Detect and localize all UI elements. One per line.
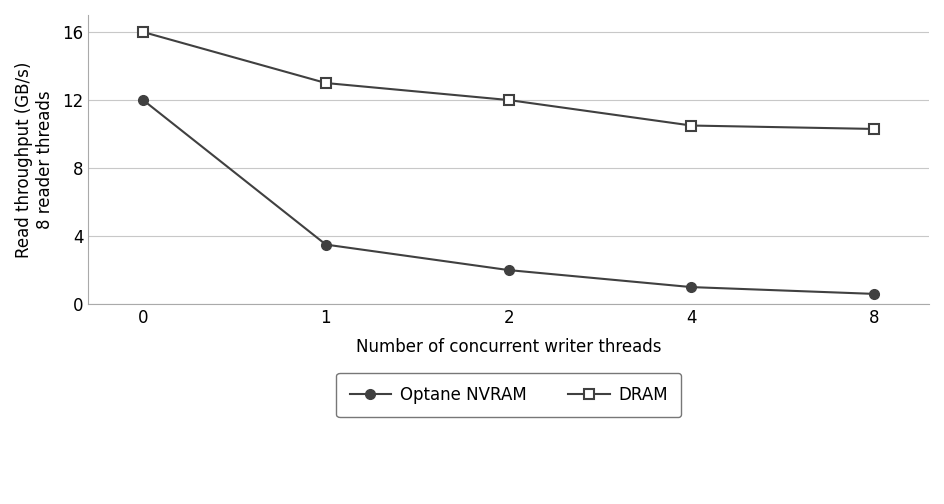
Legend: Optane NVRAM, DRAM: Optane NVRAM, DRAM: [336, 372, 681, 417]
X-axis label: Number of concurrent writer threads: Number of concurrent writer threads: [356, 338, 662, 356]
Y-axis label: Read throughput (GB/s)
8 reader threads: Read throughput (GB/s) 8 reader threads: [15, 61, 54, 258]
